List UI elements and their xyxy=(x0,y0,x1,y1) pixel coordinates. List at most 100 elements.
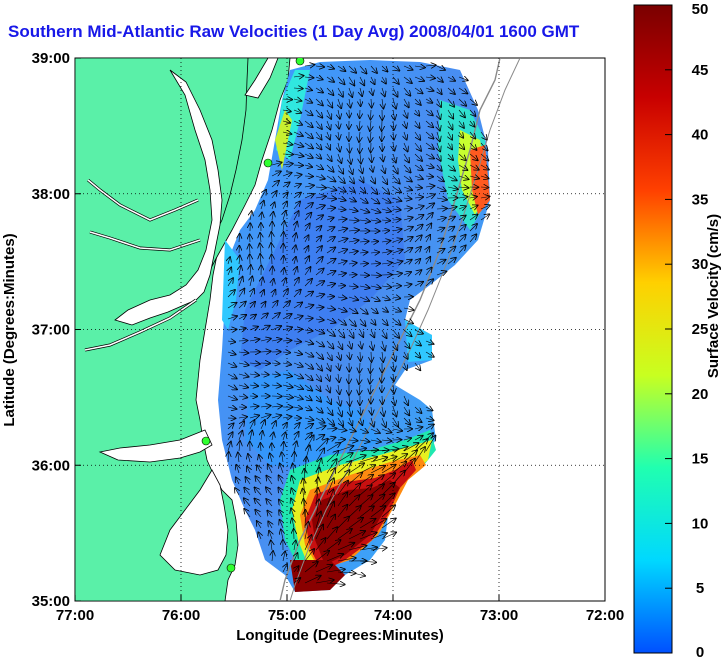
velocity-arrow xyxy=(469,197,477,198)
velocity-arrow xyxy=(370,450,389,451)
velocity-arrow xyxy=(304,373,313,380)
velocity-arrow xyxy=(293,374,303,378)
velocity-arrow xyxy=(371,87,373,95)
velocity-arrow xyxy=(414,142,421,151)
velocity-arrow xyxy=(279,500,283,507)
velocity-arrow xyxy=(381,532,396,540)
velocity-arrow xyxy=(382,87,385,96)
velocity-arrow xyxy=(348,518,363,529)
velocity-arrow xyxy=(236,465,239,474)
velocity-arrow xyxy=(271,363,279,364)
velocity-arrow xyxy=(425,268,432,276)
velocity-arrow xyxy=(382,153,383,161)
velocity-arrow xyxy=(267,511,272,518)
velocity-arrow xyxy=(326,237,335,243)
velocity-arrow xyxy=(370,307,378,313)
velocity-arrow xyxy=(392,462,406,474)
velocity-arrow xyxy=(370,373,371,384)
velocity-arrow xyxy=(268,521,272,529)
velocity-arrow xyxy=(337,558,356,561)
velocity-arrow xyxy=(360,76,364,85)
velocity-arrow xyxy=(371,417,374,427)
velocity-arrow xyxy=(437,109,440,119)
velocity-arrow xyxy=(348,429,356,431)
velocity-arrow xyxy=(414,427,422,429)
velocity-arrow xyxy=(315,187,326,188)
velocity-arrow xyxy=(271,171,281,176)
velocity-arrow xyxy=(425,341,434,344)
velocity-arrow xyxy=(360,164,362,173)
velocity-arrow xyxy=(403,175,412,182)
velocity-arrow xyxy=(436,228,444,231)
velocity-arrow xyxy=(260,326,270,330)
velocity-arrow xyxy=(326,259,335,265)
velocity-arrow xyxy=(392,250,402,253)
velocity-arrow xyxy=(359,362,360,373)
velocity-arrow xyxy=(249,415,259,418)
velocity-arrow xyxy=(360,329,363,337)
velocity-arrow xyxy=(414,98,421,105)
velocity-arrow xyxy=(469,214,477,221)
velocity-arrow xyxy=(305,256,309,265)
velocity-arrow xyxy=(370,466,385,474)
velocity-arrow xyxy=(304,154,313,158)
velocity-arrow xyxy=(293,363,303,367)
velocity-arrow xyxy=(370,484,384,496)
bathymetry-contour-2 xyxy=(289,58,521,601)
velocity-arrow xyxy=(292,518,294,529)
velocity-arrow xyxy=(459,142,464,149)
velocity-arrow xyxy=(414,362,420,370)
velocity-arrow xyxy=(426,247,429,254)
velocity-arrow xyxy=(326,87,333,95)
velocity-arrow xyxy=(425,203,434,210)
velocity-arrow xyxy=(469,234,476,243)
velocity-arrow xyxy=(337,187,346,192)
velocity-arrow xyxy=(315,98,323,105)
velocity-arrow xyxy=(315,176,325,179)
velocity-arrow xyxy=(316,395,321,402)
velocity-arrow xyxy=(315,439,328,452)
velocity-arrow xyxy=(271,162,282,165)
velocity-arrow xyxy=(447,176,457,180)
velocity-arrow xyxy=(425,109,433,115)
velocity-arrow xyxy=(337,308,347,312)
velocity-arrow xyxy=(304,203,313,210)
velocity-arrow xyxy=(305,522,308,540)
velocity-arrow xyxy=(250,430,252,441)
velocity-arrow xyxy=(293,88,303,89)
velocity-arrow xyxy=(315,406,323,413)
velocity-arrow xyxy=(469,176,479,179)
velocity-arrow xyxy=(248,454,250,463)
velocity-arrow xyxy=(370,109,371,119)
velocity-arrow xyxy=(293,175,302,176)
velocity-arrow xyxy=(348,495,359,507)
velocity-arrow xyxy=(338,153,341,163)
velocity-arrow xyxy=(254,487,262,496)
velocity-arrow xyxy=(238,315,246,319)
velocity-arrow xyxy=(249,363,260,364)
velocity-arrow xyxy=(425,223,431,232)
velocity-arrow xyxy=(381,186,389,194)
velocity-arrow xyxy=(414,247,421,254)
colorbar-tick-label: 50 xyxy=(692,1,709,18)
velocity-arrow xyxy=(294,245,296,254)
velocity-arrow xyxy=(304,185,314,187)
velocity-arrow xyxy=(304,109,312,115)
velocity-arrow xyxy=(326,478,334,496)
velocity-arrow xyxy=(359,561,376,562)
velocity-arrow xyxy=(315,426,326,429)
velocity-arrow xyxy=(315,580,334,583)
colorbar-tick-label: 25 xyxy=(692,321,709,338)
velocity-arrow xyxy=(326,569,345,572)
velocity-arrow xyxy=(292,476,294,485)
chesapeake-bay xyxy=(114,69,223,326)
velocity-arrow xyxy=(381,457,396,463)
velocity-arrow xyxy=(403,187,412,190)
velocity-arrow xyxy=(304,549,314,562)
velocity-arrow xyxy=(370,440,381,442)
velocity-arrow xyxy=(227,303,236,309)
velocity-arrow xyxy=(359,252,367,253)
velocity-arrow xyxy=(283,232,284,243)
velocity-arrow xyxy=(261,420,265,430)
velocity-arrow xyxy=(370,120,371,131)
